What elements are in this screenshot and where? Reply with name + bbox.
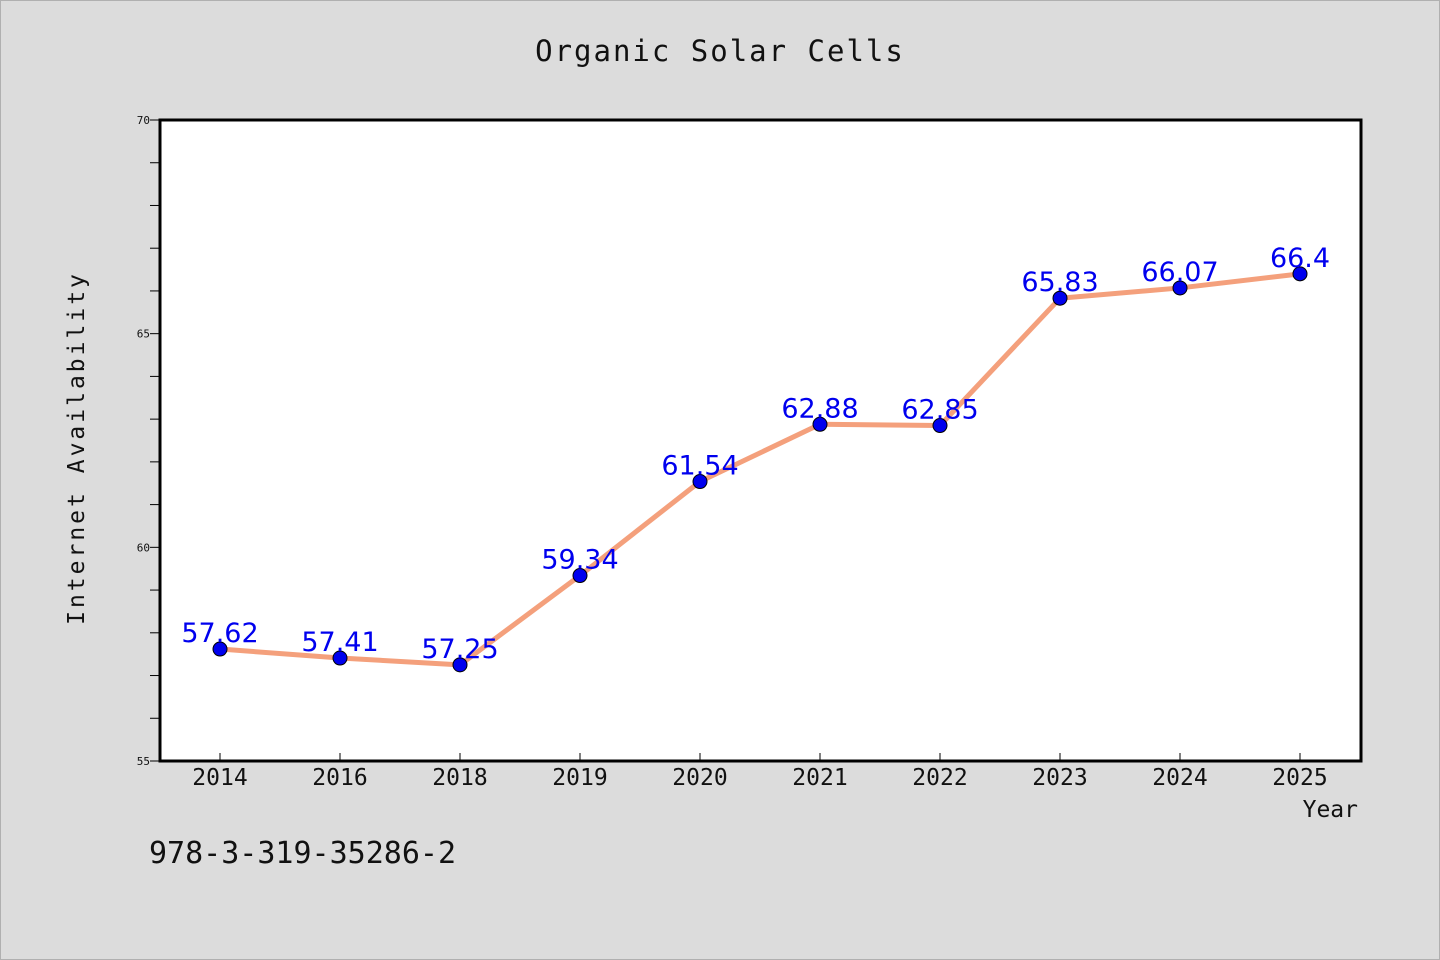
- chart-title: Organic Solar Cells: [535, 34, 905, 68]
- series-line: [217, 271, 1303, 668]
- data-label: 61.54: [661, 451, 738, 482]
- data-label: 57.62: [181, 618, 258, 649]
- x-tick-label: 2022: [912, 765, 967, 791]
- x-tick-label: 2025: [1272, 765, 1327, 791]
- data-point: [212, 641, 228, 657]
- x-tick-label: 2016: [312, 765, 367, 791]
- x-tick-label: 2019: [552, 765, 607, 791]
- data-point: [812, 416, 828, 432]
- data-label: 65.83: [1021, 267, 1098, 298]
- x-axis-label: Year: [1302, 797, 1358, 823]
- x-tick-label: 2021: [792, 765, 847, 791]
- data-label: 62.88: [781, 393, 858, 424]
- y-tick-label: 60: [137, 541, 150, 554]
- data-label: 57.25: [421, 634, 498, 665]
- y-tick-label: 55: [137, 755, 150, 768]
- data-label: 57.41: [301, 627, 378, 658]
- data-label: 66.07: [1141, 257, 1218, 288]
- data-point: [1292, 266, 1308, 282]
- isbn-text: 978-3-319-35286-2: [149, 836, 457, 871]
- data-label: 59.34: [541, 545, 618, 576]
- data-point: [332, 650, 348, 666]
- data-point: [932, 418, 948, 434]
- data-label: 62.85: [901, 395, 978, 426]
- data-point: [692, 474, 708, 490]
- x-tick-label: 2024: [1152, 765, 1207, 791]
- data-label: 66.4: [1270, 243, 1330, 274]
- data-point: [572, 568, 588, 584]
- x-tick-label: 2023: [1032, 765, 1087, 791]
- data-point: [1172, 280, 1188, 296]
- x-tick-label: 2014: [192, 765, 247, 791]
- x-tick-label: 2020: [672, 765, 727, 791]
- x-tick-label: 2018: [432, 765, 487, 791]
- data-point: [452, 657, 468, 673]
- y-tick-label: 70: [137, 114, 150, 127]
- data-point: [1052, 290, 1068, 306]
- y-tick-label: 65: [137, 328, 150, 341]
- plot-area: [158, 118, 1363, 763]
